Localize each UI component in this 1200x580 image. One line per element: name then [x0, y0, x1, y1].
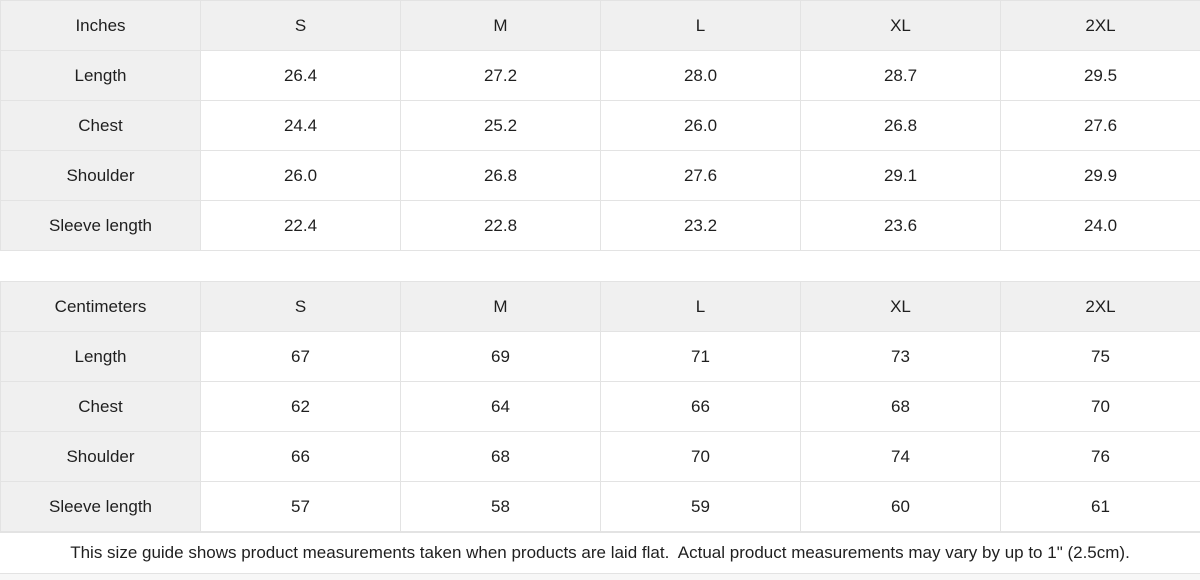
measurement-value: 57 — [200, 481, 401, 532]
inches-col-header-l: L — [600, 0, 801, 51]
measurement-value: 28.7 — [800, 50, 1001, 101]
measurement-value: 29.1 — [800, 150, 1001, 201]
measurement-value: 25.2 — [400, 100, 601, 151]
inches-col-header-s: S — [200, 0, 401, 51]
measurement-value: 70 — [600, 431, 801, 482]
measurement-value: 76 — [1000, 431, 1200, 482]
measurement-value: 27.6 — [600, 150, 801, 201]
cm-row-chest: Chest 62 64 66 68 70 — [0, 381, 1200, 432]
cm-col-header-m: M — [400, 281, 601, 332]
measurement-value: 29.9 — [1000, 150, 1200, 201]
size-guide-disclaimer: This size guide shows product measuremen… — [0, 532, 1200, 574]
inches-row-sleeve-length: Sleeve length 22.4 22.8 23.2 23.6 24.0 — [0, 200, 1200, 251]
inches-row-length: Length 26.4 27.2 28.0 28.7 29.5 — [0, 50, 1200, 101]
measurement-value: 66 — [600, 381, 801, 432]
measurement-value: 58 — [400, 481, 601, 532]
row-label: Sleeve length — [0, 481, 201, 532]
centimeters-size-table: Centimeters S M L XL 2XL Length 67 69 71… — [0, 281, 1200, 532]
cm-col-header-l: L — [600, 281, 801, 332]
inches-row-shoulder: Shoulder 26.0 26.8 27.6 29.1 29.9 — [0, 150, 1200, 201]
measurement-value: 75 — [1000, 331, 1200, 382]
measurement-value: 74 — [800, 431, 1001, 482]
centimeters-unit-header: Centimeters — [0, 281, 201, 332]
measurement-value: 24.0 — [1000, 200, 1200, 251]
measurement-value: 26.8 — [800, 100, 1001, 151]
table-gap-spacer — [0, 251, 1200, 281]
measurement-value: 22.8 — [400, 200, 601, 251]
cm-col-header-2xl: 2XL — [1000, 281, 1200, 332]
measurement-value: 61 — [1000, 481, 1200, 532]
measurement-value: 24.4 — [200, 100, 401, 151]
measurement-value: 22.4 — [200, 200, 401, 251]
bottom-strip — [0, 574, 1200, 580]
cm-row-shoulder: Shoulder 66 68 70 74 76 — [0, 431, 1200, 482]
row-label: Chest — [0, 100, 201, 151]
measurement-value: 29.5 — [1000, 50, 1200, 101]
measurement-value: 73 — [800, 331, 1001, 382]
row-label: Length — [0, 50, 201, 101]
inches-unit-header: Inches — [0, 0, 201, 51]
measurement-value: 68 — [400, 431, 601, 482]
cm-col-header-s: S — [200, 281, 401, 332]
inches-col-header-m: M — [400, 0, 601, 51]
measurement-value: 66 — [200, 431, 401, 482]
inches-col-header-xl: XL — [800, 0, 1001, 51]
cm-row-sleeve-length: Sleeve length 57 58 59 60 61 — [0, 481, 1200, 532]
measurement-value: 68 — [800, 381, 1001, 432]
measurement-value: 23.6 — [800, 200, 1001, 251]
centimeters-header-row: Centimeters S M L XL 2XL — [0, 281, 1200, 332]
measurement-value: 62 — [200, 381, 401, 432]
inches-size-table: Inches S M L XL 2XL Length 26.4 27.2 28.… — [0, 0, 1200, 251]
measurement-value: 27.6 — [1000, 100, 1200, 151]
cm-row-length: Length 67 69 71 73 75 — [0, 331, 1200, 382]
measurement-value: 60 — [800, 481, 1001, 532]
row-label: Sleeve length — [0, 200, 201, 251]
row-label: Shoulder — [0, 150, 201, 201]
measurement-value: 59 — [600, 481, 801, 532]
cm-col-header-xl: XL — [800, 281, 1001, 332]
measurement-value: 23.2 — [600, 200, 801, 251]
inches-col-header-2xl: 2XL — [1000, 0, 1200, 51]
row-label: Shoulder — [0, 431, 201, 482]
measurement-value: 26.0 — [600, 100, 801, 151]
measurement-value: 28.0 — [600, 50, 801, 101]
measurement-value: 26.8 — [400, 150, 601, 201]
inches-row-chest: Chest 24.4 25.2 26.0 26.8 27.6 — [0, 100, 1200, 151]
row-label: Length — [0, 331, 201, 382]
measurement-value: 67 — [200, 331, 401, 382]
disclaimer-text: This size guide shows product measuremen… — [70, 543, 1130, 562]
row-label: Chest — [0, 381, 201, 432]
measurement-value: 70 — [1000, 381, 1200, 432]
measurement-value: 26.0 — [200, 150, 401, 201]
measurement-value: 69 — [400, 331, 601, 382]
measurement-value: 71 — [600, 331, 801, 382]
inches-header-row: Inches S M L XL 2XL — [0, 0, 1200, 51]
measurement-value: 26.4 — [200, 50, 401, 101]
measurement-value: 64 — [400, 381, 601, 432]
measurement-value: 27.2 — [400, 50, 601, 101]
